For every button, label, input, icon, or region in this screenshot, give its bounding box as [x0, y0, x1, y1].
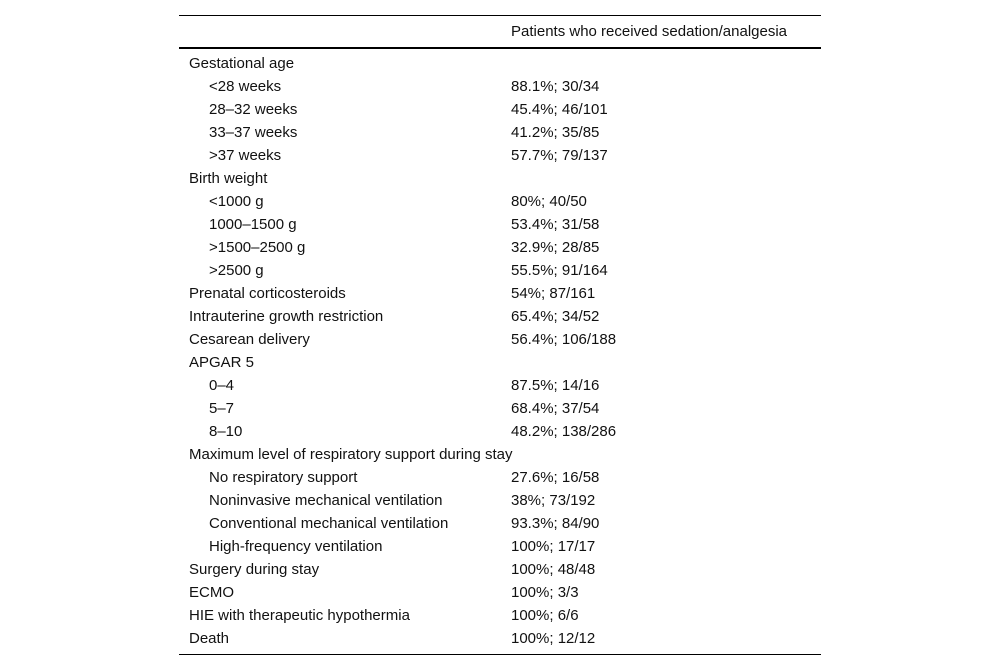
table-subrow: Conventional mechanical ventilation 93.3%…	[179, 512, 821, 535]
table-bottom-rule	[179, 654, 821, 655]
row-label: Intrauterine growth restriction	[189, 308, 384, 325]
table-subrow: 1000–1500 g 53.4%; 31/58	[179, 213, 821, 236]
row-label: Gestational age	[189, 55, 295, 72]
table-row: Maximum level of respiratory support dur…	[179, 443, 821, 466]
table-subrow: >2500 g 55.5%; 91/164	[179, 259, 821, 282]
table-row: HIE with therapeutic hypothermia 100%; 6/…	[179, 604, 821, 627]
row-label: No respiratory support	[209, 469, 358, 486]
row-value: 93.3%; 84/90	[511, 515, 600, 532]
row-value: 32.9%; 28/85	[511, 239, 600, 256]
row-label: <1000 g	[209, 193, 264, 210]
data-table: Patients who received sedation/analgesia…	[179, 15, 821, 655]
row-value: 65.4%; 34/52	[511, 308, 600, 325]
table-row: Cesarean delivery 56.4%; 106/188	[179, 328, 821, 351]
row-value: 100%; 6/6	[511, 607, 579, 624]
table-body: Gestational age <28 weeks 88.1%; 30/34 28–3…	[179, 49, 821, 654]
row-value: 27.6%; 16/58	[511, 469, 600, 486]
table-row: Intrauterine growth restriction 65.4%; 34…	[179, 305, 821, 328]
row-label: Death	[189, 630, 230, 647]
row-label: ECMO	[189, 584, 234, 601]
table-row: Surgery during stay 100%; 48/48	[179, 558, 821, 581]
row-value: 48.2%; 138/286	[511, 423, 617, 440]
row-label: >37 weeks	[209, 147, 282, 164]
row-label: High-frequency ventilation	[209, 538, 383, 555]
row-label: >1500–2500 g	[209, 239, 306, 256]
row-label: APGAR 5	[189, 354, 255, 371]
table-top-rule	[179, 15, 821, 16]
row-label: Conventional mechanical ventilation	[209, 515, 449, 532]
table-subrow: No respiratory support 27.6%; 16/58	[179, 466, 821, 489]
row-value: 41.2%; 35/85	[511, 124, 600, 141]
table-subrow: >37 weeks 57.7%; 79/137	[179, 144, 821, 167]
row-label: Cesarean delivery	[189, 331, 310, 348]
row-label: 33–37 weeks	[209, 124, 298, 141]
table-row: Prenatal corticosteroids 54%; 87/161	[179, 282, 821, 305]
table-subrow: 28–32 weeks 45.4%; 46/101	[179, 98, 821, 121]
table-subrow: 5–7 68.4%; 37/54	[179, 397, 821, 420]
row-value: 56.4%; 106/188	[511, 331, 617, 348]
row-value: 100%; 17/17	[511, 538, 596, 555]
row-value: 80%; 40/50	[511, 193, 587, 210]
row-value: 54%; 87/161	[511, 285, 596, 302]
table-subrow: 33–37 weeks 41.2%; 35/85	[179, 121, 821, 144]
table-subrow: <28 weeks 88.1%; 30/34	[179, 75, 821, 98]
table-row: Gestational age	[179, 52, 821, 75]
table-subrow: <1000 g 80%; 40/50	[179, 190, 821, 213]
table-row: Death 100%; 12/12	[179, 627, 821, 650]
row-label: 5–7	[209, 400, 235, 417]
table-header-rule	[179, 47, 821, 49]
table-header-row: Patients who received sedation/analgesia	[179, 16, 821, 47]
table-subrow: High-frequency ventilation 100%; 17/17	[179, 535, 821, 558]
row-value: 45.4%; 46/101	[511, 101, 608, 118]
row-value: 100%; 48/48	[511, 561, 596, 578]
row-label: 8–10	[209, 423, 243, 440]
row-label: Birth weight	[189, 170, 268, 187]
row-value: 100%; 12/12	[511, 630, 596, 647]
row-value: 53.4%; 31/58	[511, 216, 600, 233]
row-label: 0–4	[209, 377, 235, 394]
row-value: 87.5%; 14/16	[511, 377, 600, 394]
row-value: 68.4%; 37/54	[511, 400, 600, 417]
row-label: Surgery during stay	[189, 561, 320, 578]
row-label: >2500 g	[209, 262, 264, 279]
row-label: <28 weeks	[209, 78, 282, 95]
row-label: 28–32 weeks	[209, 101, 298, 118]
row-value: 57.7%; 79/137	[511, 147, 608, 164]
row-label: Prenatal corticosteroids	[189, 285, 346, 302]
row-label: HIE with therapeutic hypothermia	[189, 607, 410, 624]
table-subrow: Noninvasive mechanical ventilation 38%; 7…	[179, 489, 821, 512]
table-subrow: 0–4 87.5%; 14/16	[179, 374, 821, 397]
header-value-cell: Patients who received sedation/analgesia	[511, 23, 788, 40]
row-label: 1000–1500 g	[209, 216, 297, 233]
table-subrow: >1500–2500 g 32.9%; 28/85	[179, 236, 821, 259]
table-row: APGAR 5	[179, 351, 821, 374]
row-value: 88.1%; 30/34	[511, 78, 600, 95]
table-subrow: 8–10 48.2%; 138/286	[179, 420, 821, 443]
table-row: Birth weight	[179, 167, 821, 190]
row-label: Noninvasive mechanical ventilation	[209, 492, 443, 509]
row-label: Maximum level of respiratory support dur…	[189, 446, 513, 463]
row-value: 100%; 3/3	[511, 584, 579, 601]
row-value: 55.5%; 91/164	[511, 262, 608, 279]
table-row: ECMO 100%; 3/3	[179, 581, 821, 604]
row-value: 38%; 73/192	[511, 492, 596, 509]
